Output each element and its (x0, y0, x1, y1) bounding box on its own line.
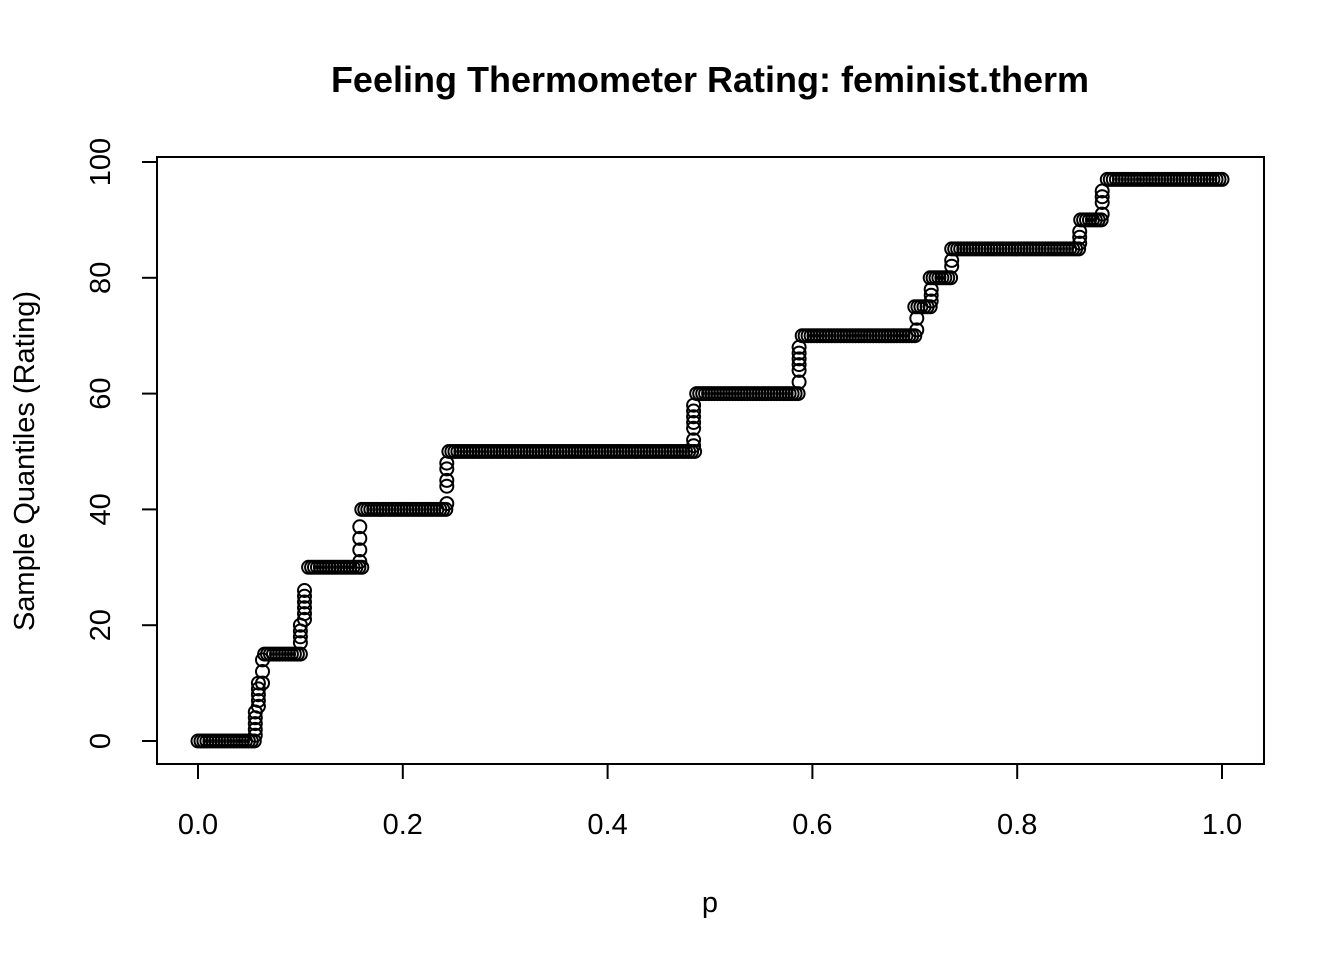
data-point (1072, 229, 1088, 245)
data-point (686, 397, 702, 413)
data-point (909, 322, 925, 338)
data-point (791, 345, 807, 361)
data-point (352, 542, 368, 558)
data-point (686, 438, 702, 454)
data-point (909, 310, 925, 326)
data-point (922, 299, 938, 315)
data-points-layer (190, 171, 1230, 749)
data-point (923, 293, 939, 309)
y-tick-label: 0 (85, 733, 117, 749)
y-tick-label: 60 (85, 377, 117, 409)
x-tick-label: 0.0 (178, 809, 218, 841)
data-point (439, 461, 455, 477)
data-point (439, 496, 455, 512)
data-point (1071, 241, 1087, 257)
data-point (246, 733, 262, 749)
data-point (247, 721, 263, 737)
data-point (1094, 183, 1110, 199)
y-axis-label: Sample Quantiles (Rating) (9, 291, 41, 631)
x-tick-label: 1.0 (1202, 809, 1242, 841)
data-point (1094, 206, 1110, 222)
data-point (439, 478, 455, 494)
data-point (297, 600, 312, 616)
data-point (352, 554, 368, 569)
chart-title: Feeling Thermometer Rating: feminist.the… (331, 59, 1089, 100)
data-point (944, 258, 960, 274)
data-point (439, 455, 455, 471)
data-point (250, 693, 266, 708)
data-point (686, 409, 702, 425)
y-tick-label: 80 (85, 262, 117, 294)
data-point (255, 675, 270, 691)
data-point (1094, 195, 1110, 210)
data-point (686, 432, 702, 448)
data-point (1093, 212, 1109, 228)
y-tick-label: 100 (85, 138, 117, 186)
y-tick-label: 20 (85, 609, 117, 641)
data-point (923, 287, 939, 303)
data-point (292, 646, 308, 662)
x-tick-label: 0.8 (997, 809, 1037, 841)
data-point (1072, 224, 1088, 239)
data-point (297, 606, 312, 622)
data-point (686, 415, 702, 430)
data-point (255, 652, 270, 668)
data-point (352, 530, 368, 546)
data-point (297, 594, 312, 610)
data-point (791, 362, 807, 378)
data-point (255, 664, 270, 679)
x-tick-label: 0.2 (383, 809, 423, 841)
data-point (790, 386, 806, 402)
data-point (297, 588, 312, 604)
data-point (439, 472, 455, 488)
x-tick-label: 0.4 (587, 809, 627, 841)
data-point (292, 635, 308, 651)
data-point (923, 281, 939, 297)
data-point (292, 629, 308, 645)
data-point (297, 611, 312, 627)
data-point (791, 351, 807, 367)
data-point (791, 357, 807, 373)
plot-frame (156, 156, 1265, 765)
data-point (297, 583, 312, 598)
data-point (352, 519, 368, 535)
y-tick-label: 40 (85, 493, 117, 525)
data-point (686, 420, 702, 436)
y-axis: 0 20 40 60 80 100 (85, 138, 158, 749)
x-axis-label: p (702, 887, 718, 919)
data-point (250, 698, 266, 714)
data-point (791, 339, 807, 355)
data-point (944, 252, 960, 268)
data-point (687, 444, 703, 459)
data-point (1214, 171, 1230, 187)
data-point (791, 374, 807, 390)
data-point (1094, 189, 1110, 205)
x-tick-label: 0.6 (792, 809, 832, 841)
data-point (686, 403, 702, 419)
data-point (943, 270, 959, 286)
data-point (438, 501, 454, 517)
x-axis: 0.0 0.2 0.4 0.6 0.8 1.0 (178, 763, 1242, 841)
data-point (247, 716, 263, 732)
data-point (247, 727, 263, 743)
data-point (1072, 235, 1088, 251)
